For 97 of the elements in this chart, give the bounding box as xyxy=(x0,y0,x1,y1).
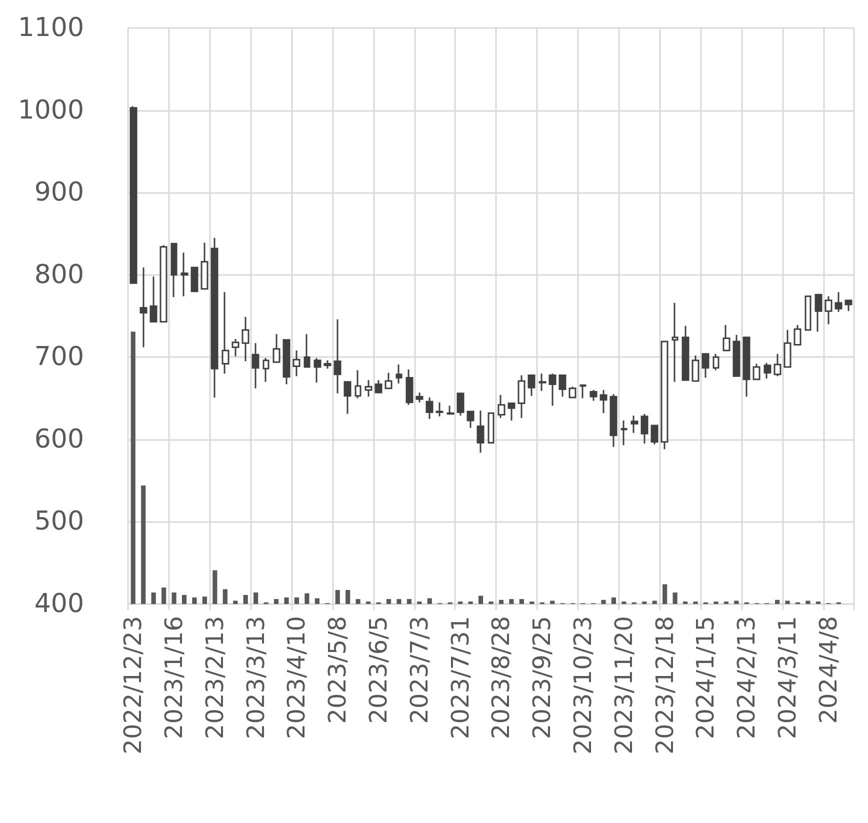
candlestick xyxy=(712,353,720,372)
x-tick-label: 2023/9/25 xyxy=(528,616,556,740)
x-tick-label: 2023/3/13 xyxy=(242,616,270,740)
x-tick-label: 2024/4/8 xyxy=(814,616,842,724)
y-tick-label: 1000 xyxy=(18,95,84,126)
candlestick xyxy=(498,394,506,419)
candlestick xyxy=(660,340,668,450)
candlestick xyxy=(834,291,842,313)
candlestick xyxy=(222,291,230,374)
candlestick xyxy=(354,370,362,400)
candlestick xyxy=(170,242,178,298)
x-tick-label: 2024/1/15 xyxy=(692,616,720,740)
candlestick xyxy=(640,413,648,444)
candlestick xyxy=(160,244,168,323)
x-tick-label: 2023/11/20 xyxy=(610,616,638,754)
candlestick xyxy=(804,296,812,331)
candlestick xyxy=(262,357,270,383)
candlestick xyxy=(580,384,586,400)
candlestick xyxy=(752,362,760,380)
x-tick-label: 2023/7/31 xyxy=(446,616,474,740)
candlestick xyxy=(466,410,474,429)
candlestick xyxy=(568,386,576,398)
candlestick xyxy=(702,353,710,378)
x-tick-label: 2023/8/28 xyxy=(487,616,516,740)
candlestick xyxy=(364,379,372,398)
candlestick xyxy=(794,324,802,346)
x-tick-label: 2022/12/23 xyxy=(119,616,148,754)
y-tick-label: 400 xyxy=(34,589,84,619)
candlestick xyxy=(344,381,352,415)
candlestick xyxy=(426,396,434,420)
x-tick-label: 2023/7/3 xyxy=(405,616,434,724)
candlestick xyxy=(456,392,464,416)
candlestick xyxy=(538,372,546,392)
candlestick xyxy=(650,424,658,446)
y-tick-label: 600 xyxy=(34,424,84,454)
candlestick xyxy=(232,338,240,358)
candlestick xyxy=(672,302,678,383)
x-tick-label: 2023/6/5 xyxy=(364,616,393,724)
candlestick xyxy=(210,237,218,398)
candlestick xyxy=(150,276,158,323)
candlestick xyxy=(334,318,342,394)
x-tick-label: 2023/5/8 xyxy=(324,616,352,724)
candlestick xyxy=(406,368,414,406)
candlestick xyxy=(314,357,322,384)
candlestick xyxy=(508,402,516,422)
candlestick xyxy=(200,242,208,290)
x-tick-label: 2023/4/10 xyxy=(282,616,311,740)
candlestick xyxy=(180,252,188,297)
candlestick xyxy=(282,339,290,386)
candlestick xyxy=(436,402,444,418)
candlestick xyxy=(682,325,690,381)
candlestick xyxy=(548,372,556,406)
x-tick-label: 2023/12/18 xyxy=(650,616,679,754)
y-tick-label: 1100 xyxy=(18,13,84,43)
x-tick-label: 2024/2/13 xyxy=(732,616,761,740)
candlestick xyxy=(324,360,332,370)
candlestick xyxy=(252,342,260,390)
candlestick xyxy=(130,105,138,284)
candlestick xyxy=(476,410,484,454)
candlestick xyxy=(764,362,772,380)
candlestick xyxy=(742,336,750,398)
candlestick xyxy=(844,300,852,312)
candlestick xyxy=(272,333,280,364)
candlestick xyxy=(610,393,618,448)
candlestick xyxy=(446,404,454,415)
candlestick xyxy=(304,333,310,368)
y-tick-label: 700 xyxy=(34,342,84,372)
candlestick xyxy=(590,389,598,402)
candlestick xyxy=(824,296,832,325)
candlestick xyxy=(242,316,250,362)
candlestick xyxy=(518,374,526,419)
candlestick xyxy=(600,389,608,414)
candlestick xyxy=(384,372,392,390)
candlestick xyxy=(814,294,822,332)
candlestick xyxy=(558,374,566,398)
candlestick xyxy=(732,334,740,377)
candlestick xyxy=(722,324,730,352)
candlestick xyxy=(774,353,782,377)
x-tick-label: 2023/10/23 xyxy=(569,616,598,754)
y-tick-label: 900 xyxy=(34,178,84,208)
y-tick-label: 500 xyxy=(34,506,84,537)
candlestick xyxy=(488,412,494,444)
candlestick xyxy=(140,266,148,348)
candlestick xyxy=(630,414,638,434)
candlestick xyxy=(374,379,382,394)
candlestick xyxy=(190,266,198,292)
candlestick xyxy=(292,350,300,377)
candlestick xyxy=(784,329,792,368)
x-tick-label: 2023/1/16 xyxy=(160,616,188,740)
x-tick-label: 2023/2/13 xyxy=(200,616,229,740)
candlestick xyxy=(528,374,536,397)
candlestick xyxy=(692,354,700,382)
candlestick xyxy=(416,392,424,404)
x-tick-label: 2024/3/11 xyxy=(774,616,802,740)
y-tick-label: 800 xyxy=(34,260,84,290)
candlestick xyxy=(620,420,628,446)
candlestick xyxy=(396,364,402,384)
